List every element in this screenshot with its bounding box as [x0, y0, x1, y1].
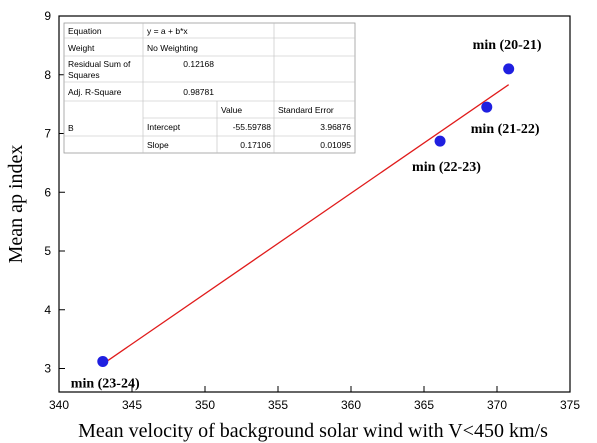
fit-table-intercept-se: 3.96876 [320, 122, 351, 132]
fit-table-intercept-label: Intercept [147, 122, 181, 132]
fit-table-equation-value: y = a + b*x [147, 26, 188, 36]
y-tick-label: 6 [44, 185, 51, 199]
x-tick-label: 355 [268, 398, 288, 412]
data-point-label: min (23-24) [71, 376, 140, 391]
fit-table-r2-value: 0.98781 [183, 87, 214, 97]
x-tick-label: 370 [487, 398, 507, 412]
fit-table-border [63, 22, 356, 154]
y-axis-ticks: 3 4 5 6 7 8 9 [44, 9, 65, 376]
fit-table-rss-value: 0.12168 [183, 59, 214, 69]
data-point-label: min (20-21) [473, 38, 542, 53]
fit-table-value-header: Value [221, 105, 242, 115]
fit-table-param-label: B [68, 123, 74, 133]
y-tick-label: 8 [44, 68, 51, 82]
x-tick-label: 350 [195, 398, 215, 412]
fit-table-equation-label: Equation [68, 26, 102, 36]
chart-marks: min (20-21) min (21-22) min (22-23) min (23… [71, 38, 542, 392]
plot-area [58, 15, 571, 393]
x-tick-label: 340 [49, 398, 69, 412]
data-point [97, 355, 109, 367]
fit-table: Equation y = a + b*x Weight No Weighting… [63, 22, 356, 154]
data-point [481, 101, 493, 113]
fit-table-slope-se: 0.01095 [320, 140, 351, 150]
fit-table-intercept-value: -55.59788 [233, 122, 272, 132]
fit-table-slope-label: Slope [147, 140, 169, 150]
fit-table-slope-value: 0.17106 [240, 140, 271, 150]
y-tick-label: 7 [44, 127, 51, 141]
data-point [503, 63, 515, 75]
data-point-label: min (22-23) [412, 160, 481, 175]
x-tick-label: 345 [122, 398, 142, 412]
y-tick-label: 4 [44, 303, 51, 317]
y-tick-label: 3 [44, 362, 51, 376]
fit-table-r2-label: Adj. R-Square [68, 87, 122, 97]
y-tick-label: 9 [44, 9, 51, 23]
fit-table-rss-label-2: Squares [68, 70, 100, 80]
y-tick-label: 5 [44, 244, 51, 258]
x-axis-ticks: 340 345 350 355 360 365 370 375 [49, 386, 580, 412]
x-axis-title: Mean velocity of background solar wind w… [78, 420, 548, 442]
fit-table-weight-value: No Weighting [147, 43, 198, 53]
x-tick-label: 365 [414, 398, 434, 412]
x-tick-label: 360 [341, 398, 361, 412]
fit-table-rss-label-1: Residual Sum of [68, 59, 131, 69]
data-point [434, 135, 446, 147]
fit-table-se-header: Standard Error [278, 105, 334, 115]
data-point-label: min (21-22) [471, 122, 540, 137]
fit-line [102, 84, 510, 365]
x-tick-label: 375 [560, 398, 580, 412]
fit-table-weight-label: Weight [68, 43, 95, 53]
y-axis-title: Mean ap index [5, 145, 27, 264]
